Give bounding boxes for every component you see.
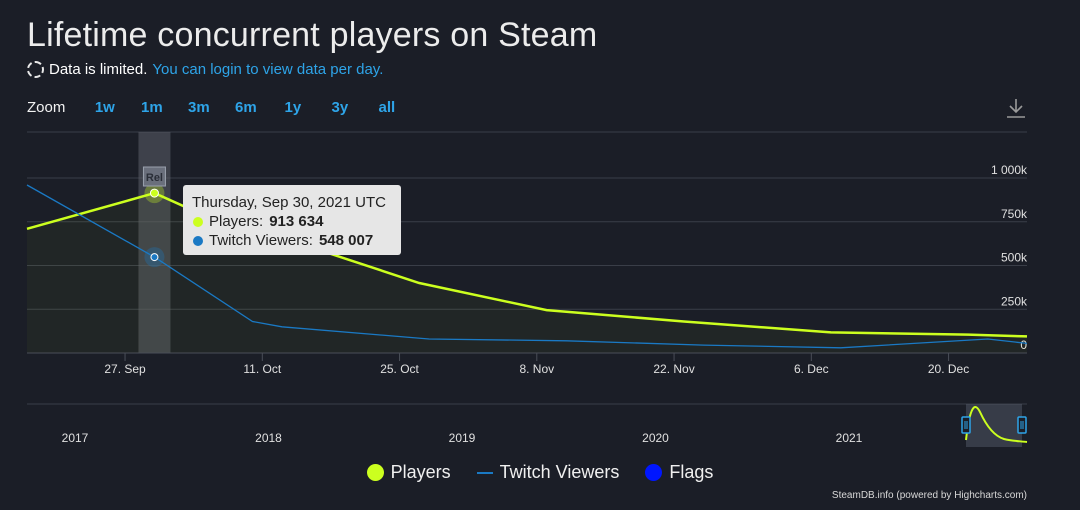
- zoom-1w-button[interactable]: 1w: [94, 99, 115, 116]
- tooltip-label-twitch: Twitch Viewers:: [209, 232, 313, 249]
- tooltip: Thursday, Sep 30, 2021 UTC Players: 913 …: [183, 185, 401, 255]
- notice-text: Data is limited.: [49, 61, 148, 78]
- page-title: Lifetime concurrent players on Steam: [27, 16, 598, 54]
- twitch-series-line: [26, 184, 1028, 349]
- navigator-year-label: 2018: [255, 431, 282, 445]
- navigator-right-handle[interactable]: [1017, 416, 1027, 434]
- zoom-6m-button[interactable]: 6m: [235, 99, 257, 116]
- flags-legend-icon: [645, 464, 663, 481]
- x-tick-label: 8. Nov: [519, 362, 554, 376]
- x-tick-label: 25. Oct: [380, 362, 419, 376]
- navigator-year-label: 2017: [62, 431, 89, 445]
- players-hover-point: [149, 188, 159, 198]
- y-tick-label: 500k: [1001, 251, 1028, 265]
- zoom-3y-button[interactable]: 3y: [331, 99, 349, 116]
- y-tick-label: 1 000k: [991, 163, 1028, 177]
- tooltip-date: Thursday, Sep 30, 2021 UTC: [192, 194, 386, 211]
- tooltip-label-players: Players:: [209, 213, 264, 230]
- flag-label: Rel: [146, 172, 163, 184]
- players-legend-icon: [366, 464, 384, 481]
- x-tick-label: 20. Dec: [928, 362, 969, 376]
- zoom-all-button[interactable]: all: [378, 99, 396, 116]
- players-area-fill: [27, 193, 1027, 353]
- tooltip-row-players: Players: 913 634: [193, 213, 323, 230]
- x-tick-label: 22. Nov: [653, 362, 694, 376]
- tooltip-value-players: 913 634: [269, 213, 324, 230]
- dashed-circle-icon: [27, 61, 44, 78]
- tooltip-row-twitch: Twitch Viewers: 548 007: [193, 232, 373, 249]
- legend-item-twitch[interactable]: Twitch Viewers: [476, 462, 620, 483]
- navigator-players-line: [965, 406, 1028, 443]
- x-tick-label: 11. Oct: [243, 362, 281, 376]
- twitch-hover-point: [150, 253, 159, 262]
- flag-marker: [142, 166, 166, 187]
- navigator-left-handle[interactable]: [961, 416, 971, 434]
- legend-item-flags[interactable]: Flags: [645, 462, 713, 483]
- navigator-year-label: 2020: [642, 431, 669, 445]
- login-link[interactable]: You can login to view data per day.: [152, 61, 384, 78]
- tooltip-value-twitch: 548 007: [318, 232, 374, 249]
- credit[interactable]: SteamDB.info (powered by Highcharts.com): [831, 490, 1027, 501]
- zoom-3m-button[interactable]: 3m: [188, 99, 210, 116]
- x-tick-label: 27. Sep: [104, 362, 146, 376]
- zoom-bar: Zoom 1w 1m 3m 6m 1y 3y all: [27, 99, 410, 116]
- data-limited-notice: Data is limited. You can login to view d…: [27, 61, 383, 78]
- legend-item-players[interactable]: Players: [366, 462, 451, 483]
- download-icon[interactable]: [1004, 96, 1028, 120]
- zoom-1m-button[interactable]: 1m: [141, 99, 163, 116]
- legend: Players Twitch Viewers Flags: [0, 462, 1080, 483]
- legend-label-twitch: Twitch Viewers: [499, 462, 620, 482]
- y-tick-label: 0: [1020, 338, 1027, 352]
- legend-label-players: Players: [390, 462, 451, 482]
- players-dot-icon: [193, 216, 203, 227]
- zoom-1y-button[interactable]: 1y: [284, 99, 302, 116]
- players-series-line: [26, 191, 1028, 338]
- navigator-year-label: 2021: [836, 431, 863, 445]
- zoom-label: Zoom: [27, 99, 66, 116]
- twitch-legend-icon: [476, 471, 493, 474]
- x-tick-label: 6. Dec: [794, 362, 829, 376]
- twitch-dot-icon: [193, 235, 203, 246]
- navigator-year-label: 2019: [449, 431, 476, 445]
- y-tick-label: 250k: [1001, 294, 1028, 308]
- legend-label-flags: Flags: [669, 462, 714, 482]
- y-tick-label: 750k: [1001, 207, 1028, 221]
